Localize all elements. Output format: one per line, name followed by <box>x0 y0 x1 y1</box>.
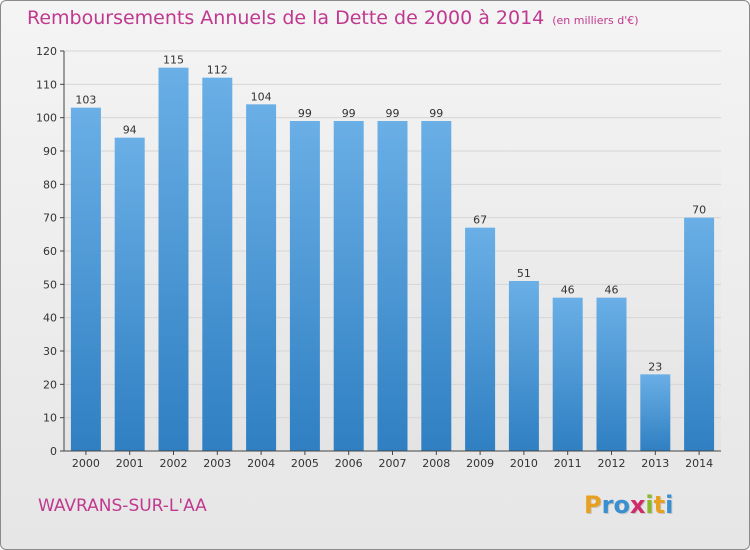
chart-title-text: Remboursements Annuels de la Dette de 20… <box>27 7 545 29</box>
bar-2011[interactable] <box>552 297 583 451</box>
data-label-2014: 70 <box>692 204 706 217</box>
x-tick-label-2013: 2013 <box>641 457 669 470</box>
bar-2013[interactable] <box>640 374 671 451</box>
x-tick-label-2001: 2001 <box>116 457 144 470</box>
x-tick-label-2010: 2010 <box>510 457 538 470</box>
x-tick-label-2004: 2004 <box>247 457 275 470</box>
data-label-2004: 104 <box>251 90 272 103</box>
y-tick-label: 30 <box>43 345 57 358</box>
x-tick-label-2007: 2007 <box>379 457 407 470</box>
data-label-2010: 51 <box>517 267 531 280</box>
data-label-2006: 99 <box>342 107 356 120</box>
commune-name: WAVRANS-SUR-L'AA <box>38 496 207 516</box>
data-label-2002: 115 <box>163 54 184 67</box>
bar-2003[interactable] <box>202 77 233 452</box>
chart-subtitle: (en milliers d'€) <box>552 14 639 27</box>
chart-title: Remboursements Annuels de la Dette de 20… <box>27 7 639 29</box>
logo-letter: P <box>584 491 602 519</box>
logo-letter: i <box>645 491 654 519</box>
data-label-2008: 99 <box>429 107 443 120</box>
x-tick-label-2003: 2003 <box>203 457 231 470</box>
y-tick-label: 70 <box>43 212 57 225</box>
bar-2007[interactable] <box>377 121 408 451</box>
y-tick-label: 110 <box>36 78 57 91</box>
y-tick-label: 40 <box>43 312 57 325</box>
bar-2005[interactable] <box>289 121 320 451</box>
x-tick-label-2009: 2009 <box>466 457 494 470</box>
bar-2009[interactable] <box>465 227 496 451</box>
y-tick-label: 90 <box>43 145 57 158</box>
y-tick-label: 10 <box>43 412 57 425</box>
data-label-2001: 94 <box>123 124 137 137</box>
bar-2012[interactable] <box>596 297 627 451</box>
y-tick-label: 120 <box>36 45 57 58</box>
data-label-2005: 99 <box>298 107 312 120</box>
data-label-2003: 112 <box>207 64 228 77</box>
logo-letter: o <box>613 491 630 519</box>
x-tick-label-2006: 2006 <box>335 457 363 470</box>
bars: 103 94 115 112 104 99 99 99 99 67 51 46 46 23 70 <box>70 54 715 452</box>
bar-2006[interactable] <box>333 121 364 451</box>
x-tick-label-2014: 2014 <box>685 457 713 470</box>
data-label-2013: 23 <box>648 360 662 373</box>
data-label-2009: 67 <box>473 214 487 227</box>
x-tick-label-2012: 2012 <box>598 457 626 470</box>
x-tick-label-2002: 2002 <box>160 457 188 470</box>
y-tick-label: 100 <box>36 112 57 125</box>
bar-2014[interactable] <box>684 217 715 451</box>
x-tick-label-2000: 2000 <box>72 457 100 470</box>
bar-2002[interactable] <box>158 67 189 452</box>
y-tick-label: 80 <box>43 178 57 191</box>
data-label-2012: 46 <box>605 284 619 297</box>
logo-letter: t <box>653 491 666 519</box>
x-tick-label-2011: 2011 <box>554 457 582 470</box>
y-tick-label: 0 <box>50 445 57 458</box>
logo-letter: x <box>629 491 646 519</box>
data-label-2000: 103 <box>75 94 96 107</box>
proxiti-logo[interactable]: Proxiti <box>584 491 673 519</box>
x-tick-label-2005: 2005 <box>291 457 319 470</box>
data-label-2011: 46 <box>561 284 575 297</box>
bar-2001[interactable] <box>114 137 145 451</box>
y-tick-label: 50 <box>43 278 57 291</box>
logo-letter: r <box>601 491 614 519</box>
logo-letter: i <box>665 491 674 519</box>
y-tick-label: 20 <box>43 378 57 391</box>
bar-2008[interactable] <box>421 121 452 451</box>
data-label-2007: 99 <box>386 107 400 120</box>
x-tick-label-2008: 2008 <box>422 457 450 470</box>
bar-2000[interactable] <box>70 107 101 452</box>
bar-2004[interactable] <box>246 104 277 451</box>
y-tick-label: 60 <box>43 245 57 258</box>
bar-2010[interactable] <box>508 281 539 451</box>
axes: 0 10 20 30 40 50 60 70 80 90 100 110 120 2000 2001 2002… <box>36 45 721 470</box>
